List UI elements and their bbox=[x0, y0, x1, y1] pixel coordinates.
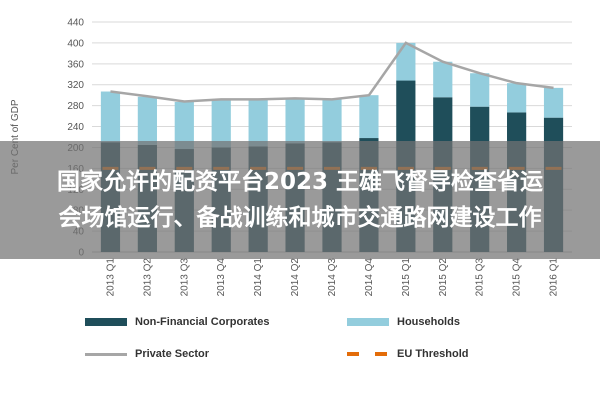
caption-overlay: 国家允许的配资平台2023 王雄飞督导检查省运 会场馆运行、备战训练和城市交通路… bbox=[0, 141, 600, 259]
bar-households bbox=[322, 99, 342, 143]
x-tick-label: 2014 Q4 bbox=[364, 258, 375, 297]
x-tick-label: 2015 Q1 bbox=[401, 258, 412, 297]
legend-item-households: Households bbox=[347, 316, 460, 328]
bar-households bbox=[248, 99, 268, 147]
x-tick-label: 2016 Q1 bbox=[549, 258, 560, 297]
legend-swatch-private-sector bbox=[85, 352, 127, 356]
y-tick-label: 400 bbox=[67, 38, 84, 49]
legend-item-non-financial: Non-Financial Corporates bbox=[85, 316, 269, 328]
x-axis-ticks: 2013 Q1 2013 Q2 2013 Q3 2013 Q4 2014 Q1 2014 … bbox=[105, 258, 559, 297]
bar-households bbox=[137, 96, 157, 145]
caption-line-2: 会场馆运行、备战训练和城市交通路网建设工作 bbox=[58, 205, 542, 231]
x-tick-label: 2014 Q1 bbox=[253, 258, 264, 297]
legend-item-private-sector: Private Sector bbox=[85, 348, 209, 360]
legend-label-households: Households bbox=[397, 316, 460, 328]
caption-line-1: 国家允许的配资平台2023 王雄飞督导检查省运 bbox=[56, 169, 544, 195]
legend-swatch-eu-threshold bbox=[347, 352, 389, 356]
x-tick-label: 2015 Q2 bbox=[438, 258, 449, 297]
legend-label-non-financial: Non-Financial Corporates bbox=[135, 316, 270, 328]
bar-households bbox=[285, 98, 305, 144]
y-tick-label: 320 bbox=[67, 80, 84, 91]
bar-households bbox=[359, 95, 379, 139]
legend-label-eu-threshold: EU Threshold bbox=[397, 348, 469, 360]
y-tick-label: 240 bbox=[67, 122, 84, 133]
legend-swatch-households bbox=[347, 318, 389, 326]
x-tick-label: 2015 Q3 bbox=[475, 258, 486, 297]
bar-households bbox=[100, 91, 121, 143]
y-axis-label: Per Cent of GDP bbox=[10, 99, 21, 174]
legend: Non-Financial Corporates Households Priv… bbox=[85, 312, 555, 370]
legend-item-eu-threshold: EU Threshold bbox=[347, 348, 469, 360]
legend-label-private-sector: Private Sector bbox=[135, 348, 209, 360]
bar-households bbox=[433, 61, 453, 98]
bar-households bbox=[174, 101, 194, 150]
legend-swatch-non-financial bbox=[85, 318, 127, 326]
bar-households bbox=[211, 99, 231, 148]
y-tick-label: 280 bbox=[67, 101, 84, 112]
x-tick-label: 2013 Q2 bbox=[142, 258, 153, 297]
x-tick-label: 2013 Q3 bbox=[179, 258, 190, 297]
x-tick-label: 2013 Q1 bbox=[105, 258, 116, 297]
bar-households bbox=[507, 83, 527, 113]
bar-households bbox=[470, 73, 490, 107]
y-tick-label: 360 bbox=[67, 59, 84, 70]
bar-households bbox=[543, 87, 564, 118]
y-tick-label: 440 bbox=[67, 18, 84, 29]
line-private-sector bbox=[110, 41, 554, 103]
x-tick-label: 2014 Q3 bbox=[327, 258, 338, 297]
x-tick-label: 2013 Q4 bbox=[216, 258, 227, 297]
x-tick-label: 2015 Q4 bbox=[512, 258, 523, 297]
x-tick-label: 2014 Q2 bbox=[290, 258, 301, 297]
bar-households bbox=[396, 42, 416, 81]
